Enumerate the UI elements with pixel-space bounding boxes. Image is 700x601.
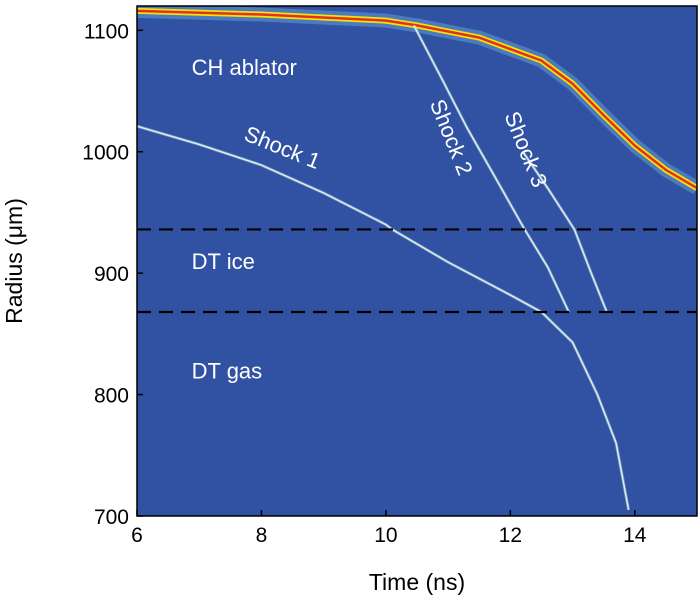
plot-frame: [136, 5, 698, 517]
x-tick-label: 12: [499, 524, 522, 547]
shock-2: [413, 25, 570, 313]
y-axis-label: Radius (μm): [1, 198, 27, 324]
y-tick-label: 800: [94, 385, 129, 408]
shock-1: [137, 125, 630, 511]
region-label-ch-ablator: CH ablator: [192, 55, 297, 80]
y-tick-label: 1000: [82, 142, 129, 165]
region-label-dt-ice: DT ice: [192, 249, 255, 274]
region-label-dt-gas: DT gas: [192, 358, 263, 383]
y-tick-label: 1100: [84, 20, 129, 43]
x-tick-label: 10: [374, 524, 397, 547]
shock-3: [522, 151, 608, 313]
x-axis-label: Time (ns): [369, 569, 465, 595]
x-tick-label: 8: [256, 524, 268, 547]
x-tick-label: 6: [131, 524, 143, 547]
ablation-front: [137, 9, 697, 190]
y-tick-label: 900: [94, 263, 129, 286]
x-tick-label: 14: [623, 524, 647, 547]
plot-background: [137, 6, 697, 516]
y-tick-label: 700: [94, 506, 129, 529]
